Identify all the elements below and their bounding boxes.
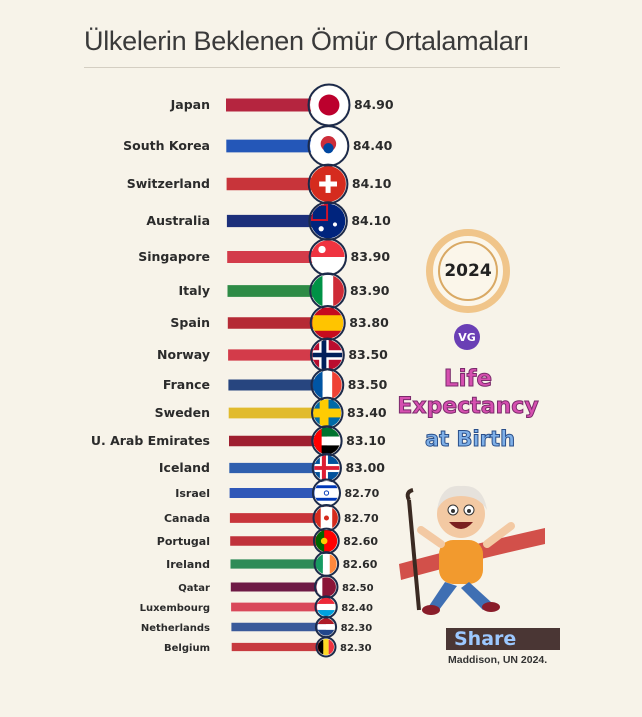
country-label-switzerland: Switzerland (127, 176, 210, 191)
value-label-qatar: 82.50 (342, 583, 374, 594)
value-label-iceland: 83.00 (345, 460, 385, 475)
israel-flag-icon (314, 480, 339, 506)
bar-belgium (231, 642, 326, 652)
spain-flag-icon (312, 307, 344, 339)
canada-flag-icon (314, 506, 338, 530)
country-label-qatar: Qatar (178, 583, 210, 594)
country-label-iceland: Iceland (159, 460, 210, 475)
bar-italy (227, 285, 328, 297)
page-title: Ülkelerin Beklenen Ömür Ortalamaları (84, 26, 530, 56)
value-label-singapore: 83.90 (351, 249, 391, 264)
value-label-australia: 84.10 (351, 213, 391, 228)
value-label-norway: 83.50 (348, 347, 388, 362)
country-label-france: France (163, 377, 210, 392)
value-label-france: 83.50 (348, 377, 388, 392)
bar-australia (226, 214, 329, 228)
country-label-spain: Spain (170, 315, 210, 330)
value-label-spain: 83.80 (349, 315, 389, 330)
bar-u-arab-emirates (229, 435, 327, 447)
qatar-flag-icon (316, 577, 336, 597)
value-label-south-korea: 84.40 (353, 138, 393, 153)
title-divider (84, 67, 560, 68)
value-label-u-arab-emirates: 83.10 (346, 433, 386, 448)
switzerland-flag-icon (310, 166, 346, 202)
ireland-flag-icon (316, 553, 337, 575)
country-label-u-arab-emirates: U. Arab Emirates (91, 433, 210, 448)
belgium-flag-icon (318, 639, 334, 655)
value-label-luxembourg: 82.40 (341, 603, 373, 614)
value-label-netherlands: 82.30 (341, 623, 373, 634)
bar-israel (229, 488, 327, 498)
value-label-israel: 82.70 (345, 487, 380, 500)
headline-line-1: Life (443, 366, 493, 393)
bar-luxembourg (231, 602, 327, 612)
bar-qatar (230, 582, 327, 592)
country-label-south-korea: South Korea (123, 138, 210, 153)
singapore-flag-icon (311, 240, 345, 274)
headline-line-2: Expectancy (397, 394, 539, 420)
year-label: 2024 (444, 261, 492, 281)
country-label-singapore: Singapore (138, 249, 210, 264)
portugal-flag-ring (312, 527, 340, 555)
bar-south-korea (226, 139, 329, 153)
norway-flag-icon (312, 340, 343, 370)
country-label-belgium: Belgium (164, 643, 210, 654)
bar-norway (228, 349, 328, 361)
value-label-japan: 84.90 (354, 97, 394, 112)
spain-flag-ring (309, 304, 346, 342)
country-label-ireland: Ireland (166, 558, 210, 571)
bar-japan (226, 98, 329, 112)
country-label-australia: Australia (146, 213, 210, 228)
iceland-flag-icon (314, 455, 340, 481)
bar-iceland (229, 462, 327, 474)
portugal-flag-icon (315, 530, 338, 552)
source-note: Maddison, UN 2024. (448, 654, 548, 666)
country-label-netherlands: Netherlands (141, 623, 210, 634)
country-label-italy: Italy (179, 283, 211, 298)
year-ring: 2024 (426, 229, 510, 313)
australia-flag-icon (310, 203, 346, 239)
value-label-portugal: 82.60 (343, 535, 378, 548)
japan-flag-icon (310, 86, 348, 124)
switzerland-flag-ring (307, 163, 349, 205)
bar-france (228, 379, 328, 391)
south-korea-flag-icon (310, 127, 347, 165)
country-label-canada: Canada (164, 512, 210, 525)
country-label-portugal: Portugal (157, 535, 210, 548)
bar-portugal (230, 536, 327, 546)
south-korea-flag-ring (307, 125, 350, 167)
country-label-japan: Japan (170, 97, 210, 112)
bar-netherlands (231, 622, 326, 632)
france-flag-icon (313, 370, 342, 400)
country-label-norway: Norway (157, 347, 210, 362)
country-label-sweden: Sweden (155, 405, 210, 420)
bar-singapore (227, 251, 328, 263)
value-label-switzerland: 84.10 (352, 176, 392, 191)
value-label-canada: 82.70 (344, 512, 379, 525)
belgium-flag-ring (315, 636, 337, 658)
luxembourg-flag-icon (316, 597, 336, 617)
vg-logo: VG (454, 324, 480, 350)
old-man-mascot-illustration (399, 485, 545, 615)
value-label-italy: 83.90 (350, 283, 390, 298)
value-label-ireland: 82.60 (343, 558, 378, 571)
sweden-flag-icon (313, 399, 342, 427)
headline-line-3: at Birth (424, 427, 516, 452)
italy-flag-icon (311, 274, 344, 308)
value-label-sweden: 83.40 (347, 405, 387, 420)
bar-canada (229, 513, 327, 523)
bar-switzerland (226, 177, 329, 191)
bar-sweden (228, 407, 328, 419)
bar-ireland (230, 559, 327, 569)
uae-flag-icon (313, 427, 341, 455)
netherlands-flag-icon (317, 618, 335, 636)
country-label-israel: Israel (175, 487, 210, 500)
bar-spain (227, 317, 328, 329)
value-label-belgium: 82.30 (340, 643, 372, 654)
share-button[interactable]: Share (446, 628, 560, 650)
country-label-luxembourg: Luxembourg (140, 603, 210, 614)
